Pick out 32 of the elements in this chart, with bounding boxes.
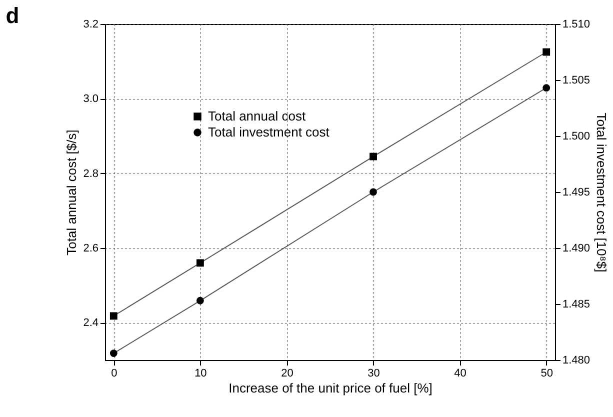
y2-axis-title: Total investment cost [10⁸$]: [594, 112, 610, 272]
y2-tick-label: 1.505: [562, 74, 590, 86]
point: [196, 259, 204, 267]
point: [110, 312, 118, 320]
y2-tick-label: 1.490: [562, 242, 590, 254]
x-tick-label: 50: [540, 368, 553, 380]
y-tick-label: 2.4: [83, 317, 98, 330]
chart-title: d: [6, 3, 20, 28]
y-tick-label: 2.6: [83, 242, 98, 254]
x-tick-label: 20: [281, 368, 294, 380]
y2-tick-label: 1.510: [562, 18, 590, 30]
point: [542, 48, 550, 56]
y2-tick-label: 1.480: [562, 354, 590, 366]
y2-tick-label: 1.485: [562, 298, 590, 310]
y-tick-label: 2.8: [83, 168, 98, 180]
point: [110, 350, 118, 357]
legend-label: Total annual cost: [208, 108, 306, 124]
x-tick-label: 30: [368, 368, 380, 380]
legend-label: Total investment cost: [208, 124, 330, 140]
point: [370, 188, 377, 196]
x-tick-label: 0: [111, 368, 118, 380]
y2-tick-label: 1.495: [562, 186, 590, 198]
y-tick-label: 3.0: [83, 93, 98, 106]
y-tick-label: 3.2: [83, 18, 98, 30]
point: [370, 152, 377, 160]
x-axis-title: Increase of the unit price of fuel [%]: [228, 380, 432, 396]
point: [542, 84, 550, 92]
x-tick-label: 40: [454, 368, 466, 380]
y2-tick-label: 1.500: [562, 130, 590, 142]
x-tick-label: 10: [194, 368, 207, 380]
y-axis-title: Total annual cost [$/s]: [64, 130, 80, 256]
point: [196, 296, 204, 304]
